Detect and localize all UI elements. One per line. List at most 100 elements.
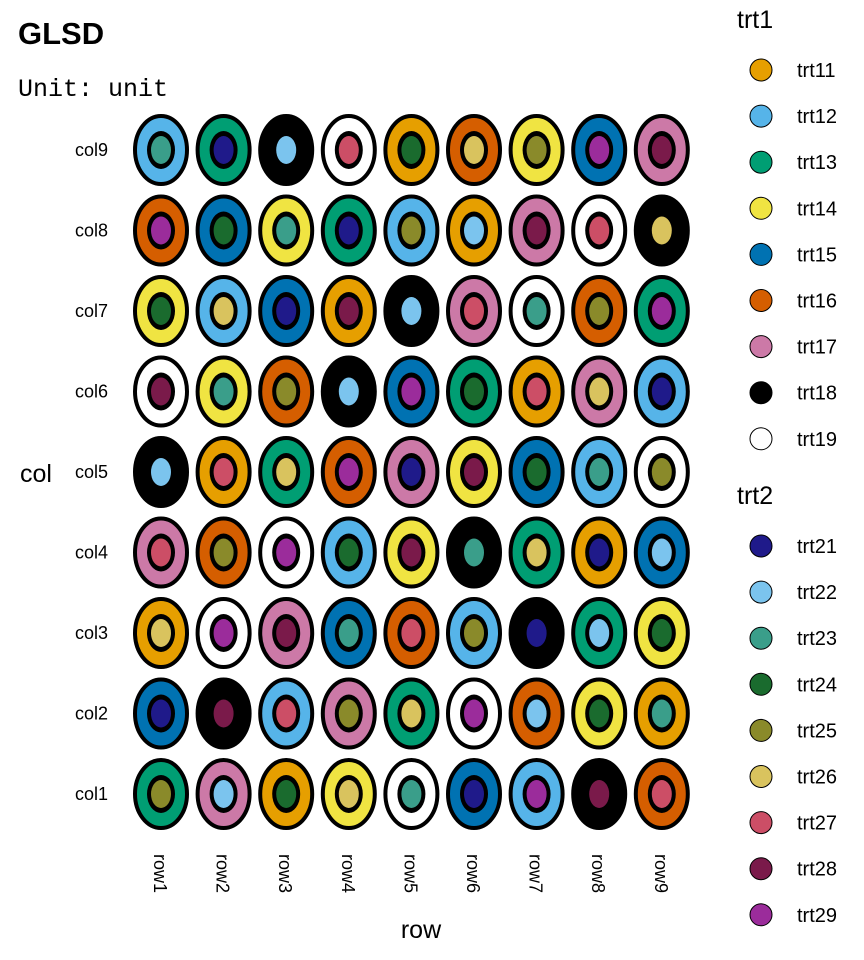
trt2-ellipse — [213, 297, 234, 325]
legend-label: trt11 — [797, 60, 836, 82]
trt2-ellipse — [651, 619, 672, 647]
trt2-ellipse — [338, 538, 359, 567]
legend-item: trt21 — [749, 534, 837, 558]
trt2-ellipse — [338, 458, 359, 486]
trt2-ellipse — [589, 377, 610, 406]
plot-cell — [571, 758, 628, 830]
plot-cell — [446, 516, 502, 589]
trt2-ellipse — [589, 538, 610, 567]
x-tick-label: row7 — [526, 854, 546, 893]
trt2-ellipse — [589, 297, 610, 325]
trt2-ellipse — [276, 619, 297, 647]
trt2-ellipse — [276, 297, 297, 325]
legend-swatch — [749, 381, 773, 405]
trt2-ellipse — [338, 136, 359, 164]
trt2-ellipse — [526, 216, 547, 245]
plot-cell — [320, 275, 377, 347]
legend-label: trt12 — [797, 106, 837, 128]
trt2-ellipse — [526, 538, 547, 567]
trt2-ellipse — [589, 619, 610, 647]
trt2-ellipse — [526, 136, 547, 164]
trt2-ellipse — [151, 136, 171, 164]
trt2-ellipse — [276, 377, 297, 406]
plot-cell — [195, 436, 252, 508]
trt2-ellipse — [526, 619, 547, 647]
trt2-ellipse — [401, 538, 422, 567]
plot-cell — [633, 758, 690, 830]
trt2-ellipse — [338, 216, 359, 245]
plot-cell — [383, 436, 440, 508]
trt2-ellipse — [464, 458, 484, 486]
plot-cell — [383, 194, 440, 267]
legend: trt1 trt11 trt12 trt13 trt14 trt15 trt16 trt17 t… — [737, 6, 837, 927]
legend-label: trt23 — [797, 628, 837, 650]
y-tick-label: col5 — [75, 462, 108, 482]
plot-cell — [571, 516, 628, 589]
y-tick-label: col8 — [75, 221, 108, 241]
trt2-ellipse — [213, 780, 234, 808]
legend-label: trt28 — [797, 859, 837, 881]
plot-cell — [258, 758, 315, 830]
trt2-ellipse — [651, 216, 672, 245]
y-axis-ticks: col9 col8 col7 col6 col5 col4 col3 col2 col1 — [75, 140, 108, 804]
plot-cell — [133, 275, 189, 347]
trt2-ellipse — [589, 699, 610, 728]
legend-swatch — [749, 765, 773, 788]
trt2-ellipse — [213, 458, 234, 486]
plot-cell — [320, 758, 377, 830]
plot-cell — [446, 355, 502, 428]
plot-cell — [258, 597, 315, 669]
plot-cell — [320, 114, 377, 186]
trt2-ellipse — [401, 699, 422, 728]
legend-title: trt2 — [737, 482, 773, 510]
x-tick-label: row2 — [213, 854, 233, 893]
x-axis-title: row — [401, 916, 442, 944]
trt2-ellipse — [151, 780, 171, 808]
trt2-ellipse — [151, 458, 171, 486]
legend-label: trt19 — [797, 429, 837, 451]
trt2-ellipse — [464, 136, 484, 164]
trt2-ellipse — [151, 216, 171, 245]
x-axis-ticks: row1 row2 row3 row4 row5 row6 row7 row8 row9 — [150, 854, 671, 893]
trt2-ellipse — [276, 538, 297, 567]
legend-label: trt24 — [797, 674, 837, 696]
plot-cell — [195, 758, 252, 830]
x-tick-label: row1 — [150, 854, 170, 893]
trt2-ellipse — [464, 538, 484, 567]
trt2-ellipse — [213, 699, 234, 728]
x-tick-label: row5 — [400, 854, 420, 893]
y-tick-label: col4 — [75, 543, 108, 563]
plot-cell — [258, 275, 315, 347]
legend-swatch — [749, 672, 773, 696]
legend-label: trt13 — [797, 152, 837, 174]
trt2-ellipse — [651, 377, 672, 406]
trt2-ellipse — [401, 136, 422, 164]
legend-item: trt24 — [749, 672, 837, 696]
trt2-ellipse — [401, 458, 422, 486]
trt2-ellipse — [589, 780, 610, 808]
trt2-ellipse — [401, 216, 422, 245]
trt2-ellipse — [338, 297, 359, 325]
y-tick-label: col6 — [75, 382, 108, 402]
plot-cell — [133, 597, 189, 669]
legend-swatch — [749, 626, 773, 650]
trt2-ellipse — [338, 377, 359, 406]
trt2-ellipse — [464, 699, 484, 728]
legend-item: trt23 — [749, 626, 837, 650]
plot-cell — [258, 114, 315, 186]
plot-cell — [508, 436, 565, 508]
legend-item: trt19 — [749, 427, 837, 451]
y-axis-title: col — [20, 460, 52, 488]
trt2-ellipse — [151, 538, 171, 567]
legend-item: trt12 — [749, 104, 837, 128]
y-tick-label: col3 — [75, 623, 108, 643]
legend-swatch — [749, 150, 773, 174]
trt2-ellipse — [589, 136, 610, 164]
plot-cell — [446, 597, 502, 669]
legend-swatch — [749, 242, 773, 266]
trt2-ellipse — [276, 136, 297, 164]
plot-cell — [133, 516, 189, 589]
plot-cell — [383, 355, 440, 428]
legend-label: trt26 — [797, 767, 837, 789]
